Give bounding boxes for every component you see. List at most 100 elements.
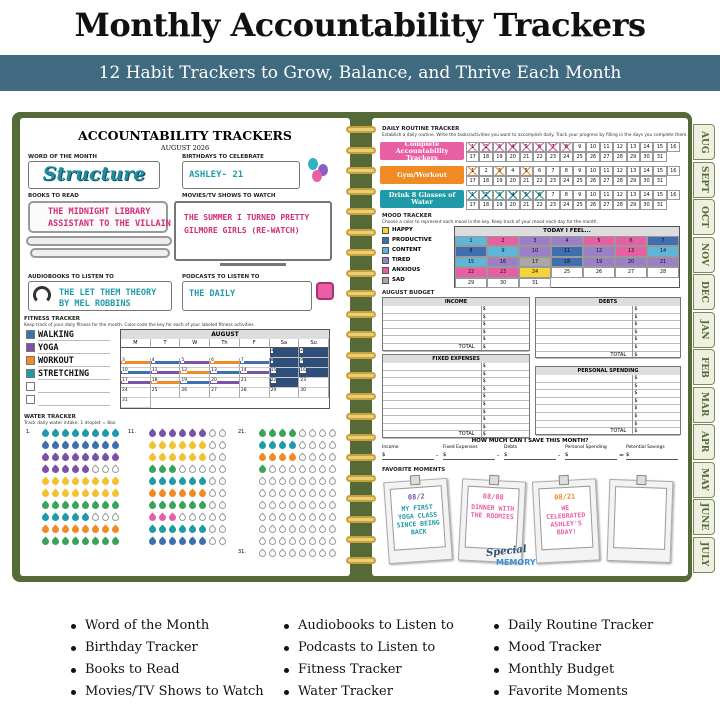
mood-swatch bbox=[382, 227, 389, 234]
water-drop bbox=[167, 524, 178, 535]
day-number: 12 bbox=[595, 248, 603, 255]
mood-name: TIRED bbox=[392, 257, 411, 263]
book-box: THE MIDNIGHT LIBRARY ASSISTANT TO THE VIL… bbox=[28, 201, 171, 233]
day-number: 21 bbox=[523, 202, 530, 208]
water-drop bbox=[277, 488, 288, 499]
routine-day: 4 bbox=[506, 166, 520, 176]
feature-item: Favorite Moments bbox=[494, 684, 628, 699]
water-drop bbox=[80, 428, 91, 439]
tv-box: THE SUMMER I TURNED PRETTY GILMORE GIRLS … bbox=[174, 201, 332, 261]
day-number: 27 bbox=[603, 202, 610, 208]
savings-box: $ bbox=[443, 451, 495, 460]
weekday: Th bbox=[210, 339, 240, 348]
spiral-ring bbox=[346, 433, 376, 441]
section-label: DAILY ROUTINE TRACKER bbox=[382, 126, 460, 132]
water-drop bbox=[110, 476, 121, 487]
day-number: 5 bbox=[524, 192, 528, 198]
spiral-ring bbox=[346, 556, 376, 564]
banner: 12 Habit Trackers to Grow, Balance, and … bbox=[0, 55, 720, 91]
calendar-day: 24 bbox=[121, 388, 151, 398]
currency: $ bbox=[634, 405, 638, 412]
water-drop bbox=[187, 440, 198, 451]
water-drop bbox=[177, 440, 188, 451]
water-drop bbox=[317, 476, 328, 487]
routine-day: 5 bbox=[519, 190, 533, 200]
calendar-day: 22 bbox=[269, 378, 300, 388]
routine-day: 19 bbox=[492, 176, 507, 186]
routine-day: 28 bbox=[613, 152, 627, 162]
weekday: Sa bbox=[269, 339, 300, 348]
water-drop bbox=[70, 512, 81, 523]
calendar-day: 1 bbox=[269, 348, 300, 358]
water-drop bbox=[217, 512, 228, 523]
mood-day: 29 bbox=[455, 277, 487, 288]
routine-day: 5 bbox=[519, 142, 533, 152]
mood-swatch bbox=[382, 267, 389, 274]
routine-day: 14 bbox=[639, 142, 654, 152]
spiral-ring bbox=[346, 208, 376, 215]
water-drop bbox=[267, 524, 278, 535]
calendar-day: 10 bbox=[121, 368, 151, 378]
planner-date: AUGUST 2026 bbox=[160, 144, 210, 152]
water-drop bbox=[307, 452, 318, 463]
section-label: AUGUST BUDGET bbox=[382, 290, 435, 296]
amount-divider bbox=[632, 351, 634, 360]
day-number: 17 bbox=[122, 378, 128, 383]
water-drop bbox=[277, 452, 288, 463]
water-drop bbox=[307, 488, 318, 499]
amount-divider bbox=[480, 401, 482, 409]
feature-item: Podcasts to Listen to bbox=[283, 640, 436, 655]
routine-day: 26 bbox=[586, 200, 600, 210]
day-number: 2 bbox=[484, 192, 488, 198]
day-number: 24 bbox=[122, 388, 128, 393]
day-number: 22 bbox=[536, 178, 543, 184]
day-number: 31 bbox=[656, 202, 664, 208]
activity-icon bbox=[26, 343, 35, 352]
fitness-description: Keep track of your daily fitness for the… bbox=[24, 323, 255, 328]
birthday-entry: ASHLEY- 21 bbox=[189, 170, 244, 180]
routine-day: 10 bbox=[586, 142, 600, 152]
water-drop bbox=[50, 440, 61, 451]
audiobook-entry: BY MEL ROBBINS bbox=[59, 299, 131, 309]
day-number: 5 bbox=[597, 238, 601, 244]
day-number: 4 bbox=[511, 192, 515, 198]
routine-day: 19 bbox=[492, 200, 507, 210]
water-drop bbox=[297, 452, 308, 463]
photo: 08/2 MY FIRST YOGA CLASS SINCE BEING BACK bbox=[389, 485, 446, 551]
audiobook-box: THE LET THEM THEORY BY MEL ROBBINS bbox=[28, 281, 172, 311]
water-drop bbox=[307, 464, 318, 475]
total-label: TOTAL bbox=[610, 428, 627, 435]
book-entry: ASSISTANT TO THE VILLAIN bbox=[48, 219, 171, 229]
mood-day: 14 bbox=[647, 246, 679, 257]
day-number: 12 bbox=[616, 192, 623, 198]
day-number: 24 bbox=[563, 178, 570, 184]
day-number: 20 bbox=[211, 378, 217, 383]
water-drop bbox=[177, 536, 188, 547]
water-drop bbox=[90, 476, 101, 487]
activity-icon bbox=[26, 356, 35, 365]
water-drop bbox=[207, 488, 218, 499]
right-page: DAILY ROUTINE TRACKER Establish a daily r… bbox=[372, 118, 688, 576]
day-number: 14 bbox=[643, 144, 650, 150]
amount-divider bbox=[632, 328, 634, 337]
water-drop bbox=[60, 452, 71, 463]
amount-divider bbox=[632, 405, 634, 413]
routine-day: 3 bbox=[492, 190, 507, 200]
water-drop bbox=[50, 428, 61, 439]
day-number: 29 bbox=[630, 178, 637, 184]
water-drop bbox=[167, 500, 178, 511]
water-drop bbox=[327, 524, 338, 535]
balloon bbox=[312, 170, 322, 182]
routine-day: 27 bbox=[599, 152, 614, 162]
day-number: 15 bbox=[467, 258, 475, 265]
routine-day: 21 bbox=[519, 152, 533, 162]
spiral-ring bbox=[346, 515, 376, 523]
day-number: 9 bbox=[300, 358, 304, 363]
podcast-icon bbox=[316, 282, 334, 300]
routine-day: 2 bbox=[479, 166, 493, 176]
day-number: 3 bbox=[533, 238, 537, 244]
water-drop bbox=[60, 524, 71, 535]
activity-line bbox=[38, 392, 110, 393]
table-row: $ TOTAL bbox=[536, 351, 680, 360]
table-row: $ bbox=[383, 336, 529, 344]
